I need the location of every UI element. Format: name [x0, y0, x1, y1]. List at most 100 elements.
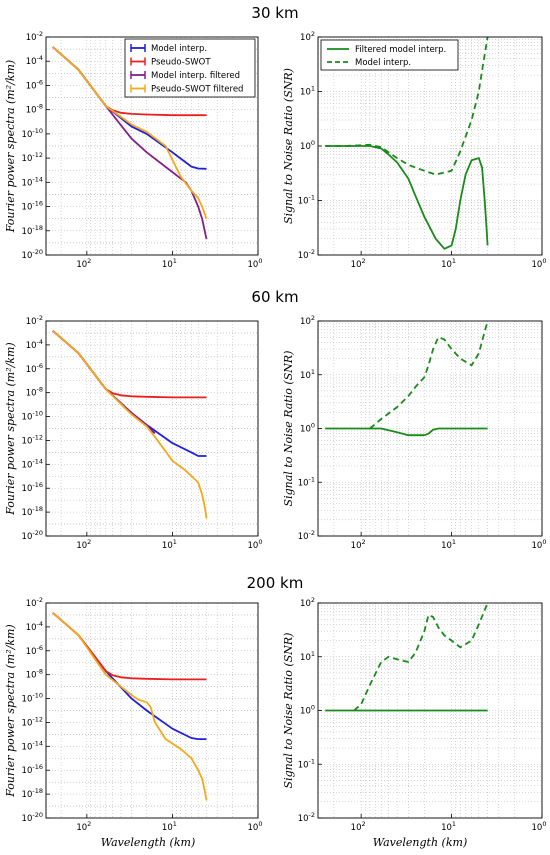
y-tick-label: 10-16 — [22, 481, 43, 494]
series-line-filtered-model-interp- — [325, 145, 489, 250]
ylabel-spectra: Fourier power spectra (m²/km) — [4, 624, 17, 797]
plot-frame — [45, 36, 259, 256]
legend: Model interp. Pseudo-SWOT Model interp. fi… — [124, 38, 256, 98]
series-line-pseudo-swot-filtered — [52, 612, 208, 801]
y-tick-label: 10-10 — [22, 127, 43, 140]
y-tick-label: 10-20 — [22, 529, 43, 542]
y-tick-label: 10-8 — [26, 103, 43, 116]
y-tick-label: 101 — [300, 368, 315, 381]
legend-label: Filtered model interp. — [355, 45, 446, 55]
y-tick-label: 102 — [300, 30, 315, 43]
legend-label: Pseudo-SWOT — [151, 58, 211, 68]
y-tick-label: 10-1 — [298, 475, 315, 488]
y-tick-label: 10-2 — [298, 248, 315, 261]
y-tick-label: 10-2 — [298, 529, 315, 542]
y-tick-label: 10-20 — [22, 811, 43, 824]
y-tick-label: 10-4 — [26, 54, 43, 67]
y-tick-label: 10-10 — [22, 410, 43, 423]
xlabel-right: Wavelength (km) — [373, 836, 467, 849]
legend-label: Model interp. — [151, 44, 207, 54]
ylabel-spectra: Fourier power spectra (m²/km) — [4, 342, 17, 515]
y-tick-label: 10-14 — [22, 457, 43, 470]
x-tick-label: 101 — [162, 820, 177, 833]
x-tick-label: 102 — [76, 257, 91, 270]
x-tick-label: 100 — [248, 538, 263, 551]
legend-label: Model interp. filtered — [151, 71, 240, 81]
panel-snr-200km: 102 101 100 10-2 10-1 100 101 102 Signal to Nois… — [282, 596, 546, 833]
y-tick-label: 10-14 — [22, 175, 43, 188]
y-tick-label: 10-2 — [26, 596, 43, 609]
y-tick-label: 10-14 — [22, 739, 43, 752]
series-line-filtered-model-interp- — [325, 427, 488, 437]
y-tick-label: 100 — [300, 422, 315, 435]
y-tick-label: 10-1 — [298, 194, 315, 207]
panel-spectra-200km: 102 101 100 10-20 10-18 10-16 10-14 10-12 10-10 1… — [4, 596, 262, 833]
legend-label: Pseudo-SWOT filtered — [151, 85, 243, 95]
y-tick-label: 10-16 — [22, 763, 43, 776]
panel-spectra-60km: 102 101 100 10-20 10-18 10-16 10-14 10-12 10-10 1… — [4, 314, 262, 551]
x-tick-label: 101 — [441, 257, 456, 270]
x-tick-label: 101 — [441, 538, 456, 551]
plot-frame — [45, 602, 259, 819]
xlabel-left: Wavelength (km) — [101, 836, 195, 849]
grid — [317, 603, 543, 819]
x-tick-label: 101 — [162, 257, 177, 270]
y-tick-label: 101 — [300, 650, 315, 663]
row-title-200km: 200 km — [247, 574, 304, 592]
x-tick-label: 102 — [76, 820, 91, 833]
ylabel-snr: Signal to Noise Ratio (SNR) — [282, 633, 295, 789]
series-line-model-interp- — [52, 330, 207, 457]
plot-frame — [45, 320, 259, 537]
x-tick-label: 102 — [351, 257, 366, 270]
x-tick-label: 102 — [76, 538, 91, 551]
y-tick-label: 10-18 — [22, 787, 43, 800]
y-tick-label: 10-18 — [22, 224, 43, 237]
y-tick-label: 10-16 — [22, 200, 43, 213]
y-tick-label: 10-12 — [22, 151, 43, 164]
legend: Filtered model interp. Model interp. — [320, 39, 459, 71]
y-tick-label: 10-1 — [298, 757, 315, 770]
legend-box — [320, 39, 459, 71]
y-tick-label: 10-6 — [26, 644, 43, 657]
series-line-pseudo-swot-filtered — [52, 330, 208, 519]
y-tick-label: 10-4 — [26, 620, 43, 633]
y-tick-label: 102 — [300, 314, 315, 327]
y-tick-label: 101 — [300, 85, 315, 98]
ylabel-spectra: Fourier power spectra (m²/km) — [4, 60, 17, 233]
y-tick-label: 10-18 — [22, 505, 43, 518]
y-tick-label: 10-12 — [22, 433, 43, 446]
panel-snr-30km: 102 101 100 10-2 10-1 100 101 102 Signal to Nois… — [282, 30, 546, 270]
y-tick-label: 10-10 — [22, 692, 43, 705]
panel-snr-60km: 102 101 100 10-2 10-1 100 101 102 Signal to Nois… — [282, 314, 546, 551]
x-tick-label: 102 — [351, 538, 366, 551]
x-tick-label: 100 — [248, 257, 263, 270]
x-tick-label: 102 — [351, 820, 366, 833]
y-tick-label: 10-2 — [26, 30, 43, 43]
x-tick-label: 100 — [532, 538, 547, 551]
series-line-model-interp- — [369, 320, 489, 430]
ylabel-snr: Signal to Noise Ratio (SNR) — [282, 68, 295, 224]
row-title-60km: 60 km — [251, 288, 298, 306]
x-tick-label: 100 — [248, 820, 263, 833]
y-tick-label: 10-4 — [26, 338, 43, 351]
y-tick-label: 102 — [300, 596, 315, 609]
series-line-pseudo-swot-filtered — [52, 46, 208, 220]
y-tick-label: 10-8 — [26, 386, 43, 399]
y-tick-label: 100 — [300, 704, 315, 717]
x-tick-label: 100 — [532, 257, 547, 270]
row-title-30km: 30 km — [251, 4, 298, 22]
x-tick-label: 101 — [162, 538, 177, 551]
y-tick-label: 10-6 — [26, 362, 43, 375]
y-tick-label: 10-12 — [22, 715, 43, 728]
y-tick-label: 10-2 — [26, 314, 43, 327]
panel-spectra-30km: 102 101 100 10-20 10-18 10-16 10-14 10-12 10-10 1… — [4, 30, 262, 270]
y-tick-label: 10-6 — [26, 78, 43, 91]
series-line-model-interp-filtered — [52, 330, 156, 434]
y-tick-label: 10-20 — [22, 248, 43, 261]
series-line-model-interp- — [353, 602, 489, 712]
y-tick-label: 100 — [300, 139, 315, 152]
series-line-model-interp- — [325, 36, 489, 176]
series-line-pseudo-swot — [52, 330, 207, 399]
y-tick-label: 10-8 — [26, 668, 43, 681]
